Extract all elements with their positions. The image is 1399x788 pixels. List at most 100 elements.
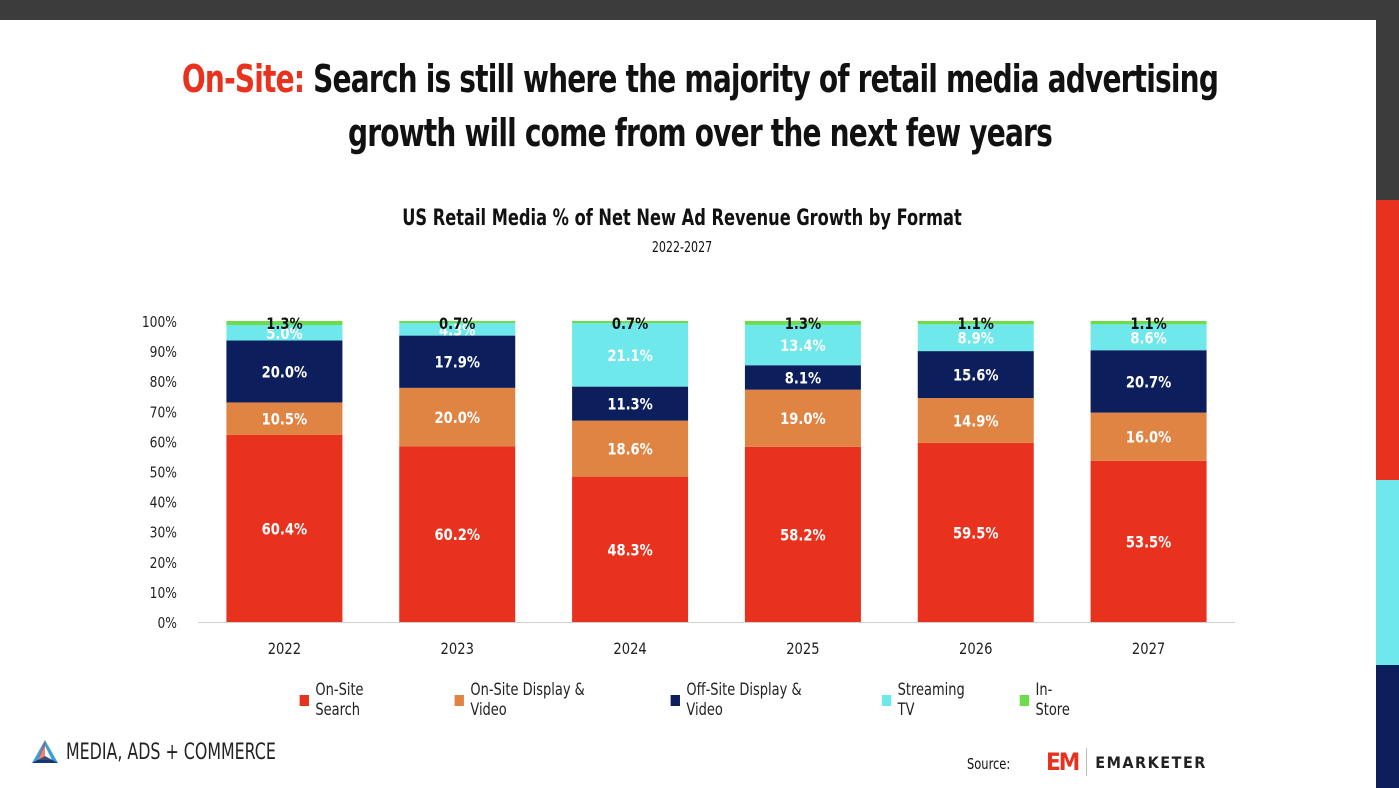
legend-item: Streaming TV [882,680,983,720]
y-tick-label: 30% [150,525,177,542]
data-label: 20.7% [1126,373,1172,392]
data-label: 0.7% [612,315,649,334]
data-label: 8.1% [785,369,822,388]
source-label: Source: [967,755,1011,773]
bar-segment [226,434,343,622]
bar-segment [744,446,861,622]
bar-segment [226,340,343,403]
bar-segment [1090,321,1207,325]
legend-label: On-Site Search [315,680,364,720]
bar-segment [399,321,516,324]
y-tick-label: 40% [150,494,177,511]
data-label: 5.0% [266,325,303,344]
bar-segment [399,387,516,447]
side-bar-segment-red [1376,200,1399,480]
y-tick-label: 70% [150,404,177,421]
data-label: 1.3% [266,315,303,334]
y-tick-label: 50% [150,464,177,481]
data-label: 59.5% [953,524,999,543]
bar-segment [917,398,1034,443]
data-label: 60.2% [434,526,480,545]
emarketer-logo: EM EMARKETER [1046,748,1207,776]
legend-swatch [671,694,681,706]
bar-segment [917,351,1034,399]
bar-segment [1090,324,1207,351]
bar-segment [226,402,343,435]
bar-segment [399,323,516,336]
bar-segment [1090,460,1207,622]
x-tick-label: 2027 [1132,640,1165,659]
y-tick-label: 0% [157,615,177,632]
slide-title-accent: On-Site: [181,57,305,101]
legend-swatch [454,694,464,706]
y-tick-label: 60% [150,434,177,451]
bar-segment [572,323,689,387]
bar-segment [1090,350,1207,413]
chart-title: US Retail Media % of Net New Ad Revenue … [402,206,962,231]
emarketer-wordmark: EMARKETER [1095,752,1207,772]
legend-swatch [299,694,309,706]
slide-title-text: Search is still where the majority of re… [304,57,1219,155]
side-bar-segment-cyan [1376,480,1399,665]
legend-item: Off-Site Display & Video [671,680,837,720]
data-label: 0.7% [439,315,476,334]
brand-logo: MEDIA, ADS + COMMERCE [30,738,328,766]
slide-title: On-Site: Search is still where the major… [175,52,1225,160]
bar-segment [572,321,689,324]
side-color-bar [1376,0,1399,788]
y-tick-label: 90% [150,344,177,361]
logo-divider [1086,748,1088,776]
data-label: 18.6% [607,440,653,459]
bar-segment [399,335,516,388]
data-label: 1.3% [785,315,822,334]
top-bar [0,0,1399,20]
bar-segment [399,446,516,622]
legend-label: Off-Site Display & Video [686,680,803,720]
data-label: 48.3% [607,541,653,560]
data-label: 20.0% [434,409,480,428]
brand-label: MEDIA, ADS + COMMERCE [66,739,276,765]
chart-legend: On-Site Search On-Site Display & Video Off… [290,680,1090,720]
bar-segment [744,321,861,325]
side-bar-segment-navy [1376,665,1399,788]
data-label: 10.5% [262,410,308,429]
data-label: 53.5% [1126,533,1172,552]
x-tick-label: 2022 [268,640,301,659]
bar-segment [226,325,343,341]
bar-segment [744,365,861,390]
x-tick-label: 2023 [441,640,474,659]
y-tick-label: 100% [142,314,177,331]
legend-swatch [1019,694,1029,706]
y-tick-label: 80% [150,374,177,391]
data-label: 8.9% [958,329,995,348]
data-label: 11.3% [607,395,653,414]
legend-swatch [882,694,892,706]
data-label: 1.1% [1130,315,1167,334]
bar-segment [572,386,689,421]
data-label: 58.2% [780,526,826,545]
data-label: 8.6% [1130,329,1167,348]
y-tick-label: 20% [150,555,177,572]
data-label: 17.9% [434,354,480,373]
data-label: 1.1% [958,315,995,334]
legend-label: On-Site Display & Video [470,680,586,720]
data-label: 4.3% [439,321,476,340]
bar-segment [744,389,861,447]
data-label: 16.0% [1126,428,1172,447]
em-mark-icon: EM [1046,748,1080,776]
x-tick-label: 2024 [613,640,646,659]
legend-item: In-Store [1019,680,1084,720]
legend-label: Streaming TV [898,680,966,720]
triangle-logo-icon [32,740,58,763]
chart-subtitle: 2022-2027 [651,238,713,256]
bar-segment [744,324,861,366]
data-label: 19.0% [780,410,826,429]
side-bar-segment-dark [1376,0,1399,200]
legend-label: In-Store [1035,680,1070,720]
bar-segment [917,442,1034,622]
bar-segment [226,321,343,326]
data-label: 13.4% [780,337,826,356]
data-label: 14.9% [953,412,999,431]
data-label: 15.6% [953,366,999,385]
bar-segment [1090,412,1207,461]
